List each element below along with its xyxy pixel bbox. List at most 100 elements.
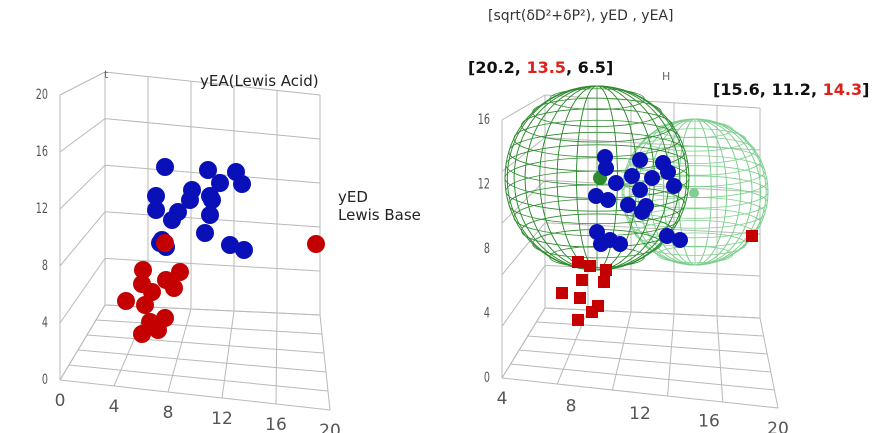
left-chart-grid: [59, 71, 331, 411]
page-title: [sqrt(δD²+δP²), yED , yEA]: [488, 8, 674, 24]
bad-point: [600, 264, 612, 276]
grid-line: [104, 71, 321, 96]
bad-point: [576, 274, 588, 286]
good-point: [233, 175, 251, 193]
x-tick-label: 16: [265, 415, 287, 433]
bad-point: [134, 261, 152, 279]
yed-axis-label-line2: Lewis Base: [338, 206, 421, 224]
good-point: [593, 236, 609, 252]
x-tick-label: 20: [319, 421, 341, 433]
sphere1-v3: 6.5: [577, 58, 606, 77]
x-tick-label: 20: [767, 419, 789, 433]
grid-line: [611, 311, 632, 391]
left-corner-letter: t: [104, 68, 109, 81]
bad-point: [598, 276, 610, 288]
bad-point: [586, 306, 598, 318]
grid-line: [501, 265, 546, 327]
z-tick-label: 12: [478, 176, 490, 192]
sphere2-v3: 14.3: [822, 80, 863, 99]
good-point: [620, 197, 636, 213]
sphere1-v2: 13.5: [526, 58, 566, 77]
good-point: [644, 170, 660, 186]
grid-line: [501, 137, 546, 172]
sphere1-center-label: [20.2, 13.5, 6.5]: [468, 58, 614, 77]
grid-line: [221, 310, 235, 399]
yed-axis-label-line1: yED: [338, 188, 368, 206]
z-tick-label: 0: [484, 369, 490, 385]
grid-line: [759, 317, 779, 409]
grid-line: [59, 379, 331, 411]
grid-line: [59, 211, 106, 267]
grid-line: [519, 349, 771, 373]
good-point: [632, 182, 648, 198]
bad-point: [584, 260, 596, 272]
good-point: [147, 201, 165, 219]
grid-line: [95, 319, 323, 335]
good-point: [201, 206, 219, 224]
x-tick-label: 8: [566, 397, 577, 417]
sphere2-center-label: [15.6, 11.2, 14.3]: [713, 80, 870, 99]
grid-line: [510, 363, 775, 391]
left-chart-ticks: 0 4 8 12 16 20 0 4 8 12 16 20: [36, 86, 341, 433]
bad-point: [746, 230, 758, 242]
grid-line: [275, 312, 278, 405]
bad-point: [165, 279, 183, 297]
z-tick-label: 8: [42, 257, 48, 273]
bad-point: [307, 235, 325, 253]
good-point: [612, 236, 628, 252]
good-point: [196, 224, 214, 242]
good-point: [672, 232, 688, 248]
good-point: [211, 174, 229, 192]
good-point: [632, 152, 648, 168]
right-chart-grid: [501, 94, 779, 409]
grid-line: [319, 314, 331, 411]
grid-line: [527, 335, 768, 355]
z-tick-label: 0: [42, 371, 48, 387]
bad-point: [117, 292, 135, 310]
x-tick-label: 0: [55, 391, 66, 411]
grid-line: [104, 257, 321, 272]
good-point: [181, 191, 199, 209]
grid-line: [104, 118, 321, 140]
grid-line: [59, 164, 106, 210]
yea-axis-label: yEA(Lewis Acid): [200, 72, 319, 90]
sphere2-v2: 11.2: [771, 80, 811, 99]
good-point: [659, 228, 675, 244]
good-point: [199, 161, 217, 179]
bad-point: [572, 256, 584, 268]
z-tick-label: 20: [36, 86, 48, 102]
grid-line: [68, 364, 329, 392]
x-tick-label: 4: [109, 397, 120, 417]
z-tick-label: 4: [484, 305, 490, 321]
good-point: [235, 241, 253, 259]
good-point: [624, 168, 640, 184]
grid-line: [501, 94, 546, 121]
right-chart-points: [556, 149, 758, 326]
grid-line: [59, 304, 106, 381]
x-tick-label: 12: [211, 409, 233, 429]
sphere-outline: [504, 85, 690, 271]
left-chart-points: [117, 158, 325, 343]
grid-line: [59, 118, 106, 153]
grid-line: [544, 307, 761, 319]
grid-line: [167, 308, 192, 393]
grid-line: [501, 377, 779, 409]
good-point: [156, 158, 174, 176]
x-tick-label: 4: [497, 389, 508, 409]
sphere-2-center: [689, 188, 699, 198]
good-point: [163, 211, 181, 229]
good-point: [634, 204, 650, 220]
z-tick-label: 16: [36, 143, 48, 159]
good-point: [600, 192, 616, 208]
bad-point: [156, 234, 174, 252]
good-point: [660, 164, 676, 180]
x-tick-label: 8: [163, 403, 174, 423]
grid-line: [536, 321, 764, 337]
grid-line: [77, 349, 327, 373]
sphere-outline: [621, 118, 769, 266]
grid-line: [716, 315, 724, 403]
z-tick-label: 12: [36, 200, 48, 216]
sphere-2: [621, 118, 769, 266]
bad-point: [133, 325, 151, 343]
